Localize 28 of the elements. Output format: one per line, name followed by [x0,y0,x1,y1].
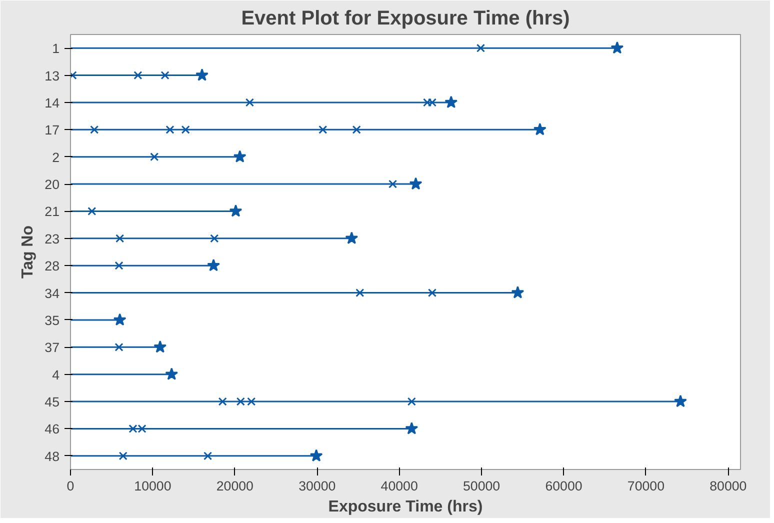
y-tick-label: 46 [44,422,60,437]
y-tick-label: 2 [52,150,60,165]
y-axis-title: Tag No [20,225,37,279]
x-tick-label: 10000 [134,478,172,494]
x-tick-label: 80000 [710,478,747,494]
y-tick-label: 37 [44,340,60,356]
y-tick-label: 34 [44,286,60,301]
y-tick-label: 13 [44,68,60,84]
x-tick-label: 20000 [216,478,254,494]
x-tick-label: 50000 [463,478,500,494]
y-tick-label: 48 [44,448,60,464]
chart-title: Event Plot for Exposure Time (hrs) [241,8,570,30]
x-tick-label: 70000 [627,478,664,494]
y-tick-label: 4 [52,367,60,382]
y-tick-label: 14 [44,95,60,110]
x-axis-title: Exposure Time (hrs) [328,498,483,516]
y-tick-label: 1 [52,41,60,56]
y-tick-label: 17 [44,122,60,138]
y-tick-label: 28 [44,258,60,274]
x-tick-label: 60000 [545,478,582,494]
x-tick-label: 0 [66,478,74,494]
y-tick-label: 20 [44,177,60,192]
y-tick-label: 23 [44,231,60,246]
x-tick-label: 30000 [298,478,336,494]
y-tick-label: 35 [44,312,60,328]
y-tick-label: 45 [44,394,60,410]
y-tick-label: 21 [44,204,60,220]
x-tick-label: 40000 [380,478,418,494]
